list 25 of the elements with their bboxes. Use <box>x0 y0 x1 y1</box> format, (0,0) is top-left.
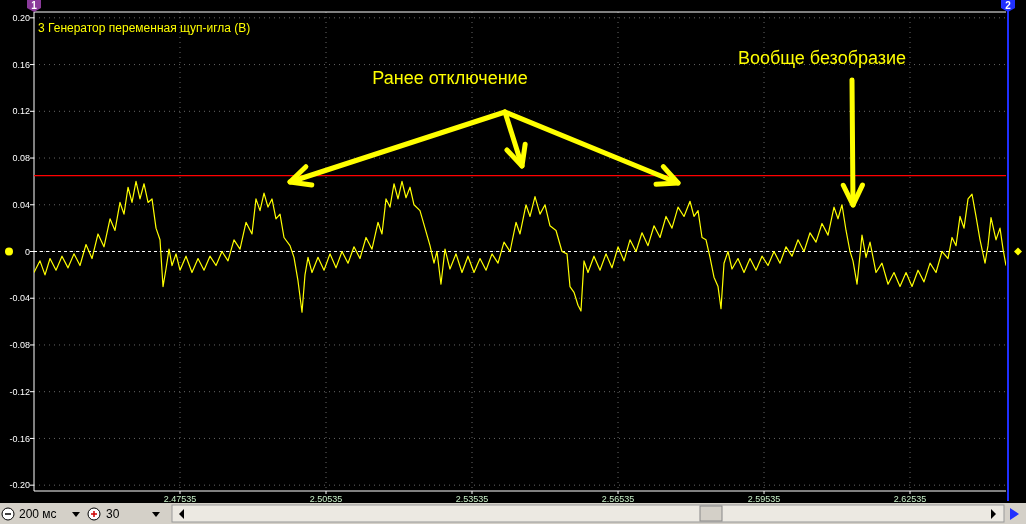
annotation: Ранее отключение <box>372 68 528 88</box>
y-tick-label: -0.20 <box>9 480 30 491</box>
y-tick-label: -0.12 <box>9 386 30 397</box>
line-series <box>34 180 1006 313</box>
y-tick-label: 0.16 <box>12 59 30 70</box>
x-tick-label: 2.47535 <box>163 494 197 504</box>
y-tick-label: -0.08 <box>9 340 30 351</box>
x-tick-label: 2.53535 <box>455 494 489 504</box>
annotation: Вообще безобразие <box>737 48 907 68</box>
x-tick-label: 2.50535 <box>309 494 343 504</box>
text: 30 <box>106 507 120 521</box>
y-tick-label: -0.04 <box>9 293 30 304</box>
y-tick-label: 0.04 <box>12 199 30 210</box>
y-tick-label: -0.16 <box>9 433 30 444</box>
text: 200 мс <box>19 507 57 521</box>
x-tick-label: 2.62535 <box>893 494 927 504</box>
y-tick-label: 0.08 <box>12 153 30 164</box>
y-tick-label: 0 <box>24 246 30 257</box>
y-tick-label: 0.20 <box>12 12 30 23</box>
x-tick-label: 2.56535 <box>601 494 635 504</box>
y-tick-label: 0.12 <box>12 106 30 117</box>
text: 2 <box>1005 0 1012 11</box>
text: 3 Генератор переменная щуп-игла (В) <box>38 21 251 35</box>
x-tick-label: 2.59535 <box>747 494 781 504</box>
text: 1 <box>31 0 38 11</box>
